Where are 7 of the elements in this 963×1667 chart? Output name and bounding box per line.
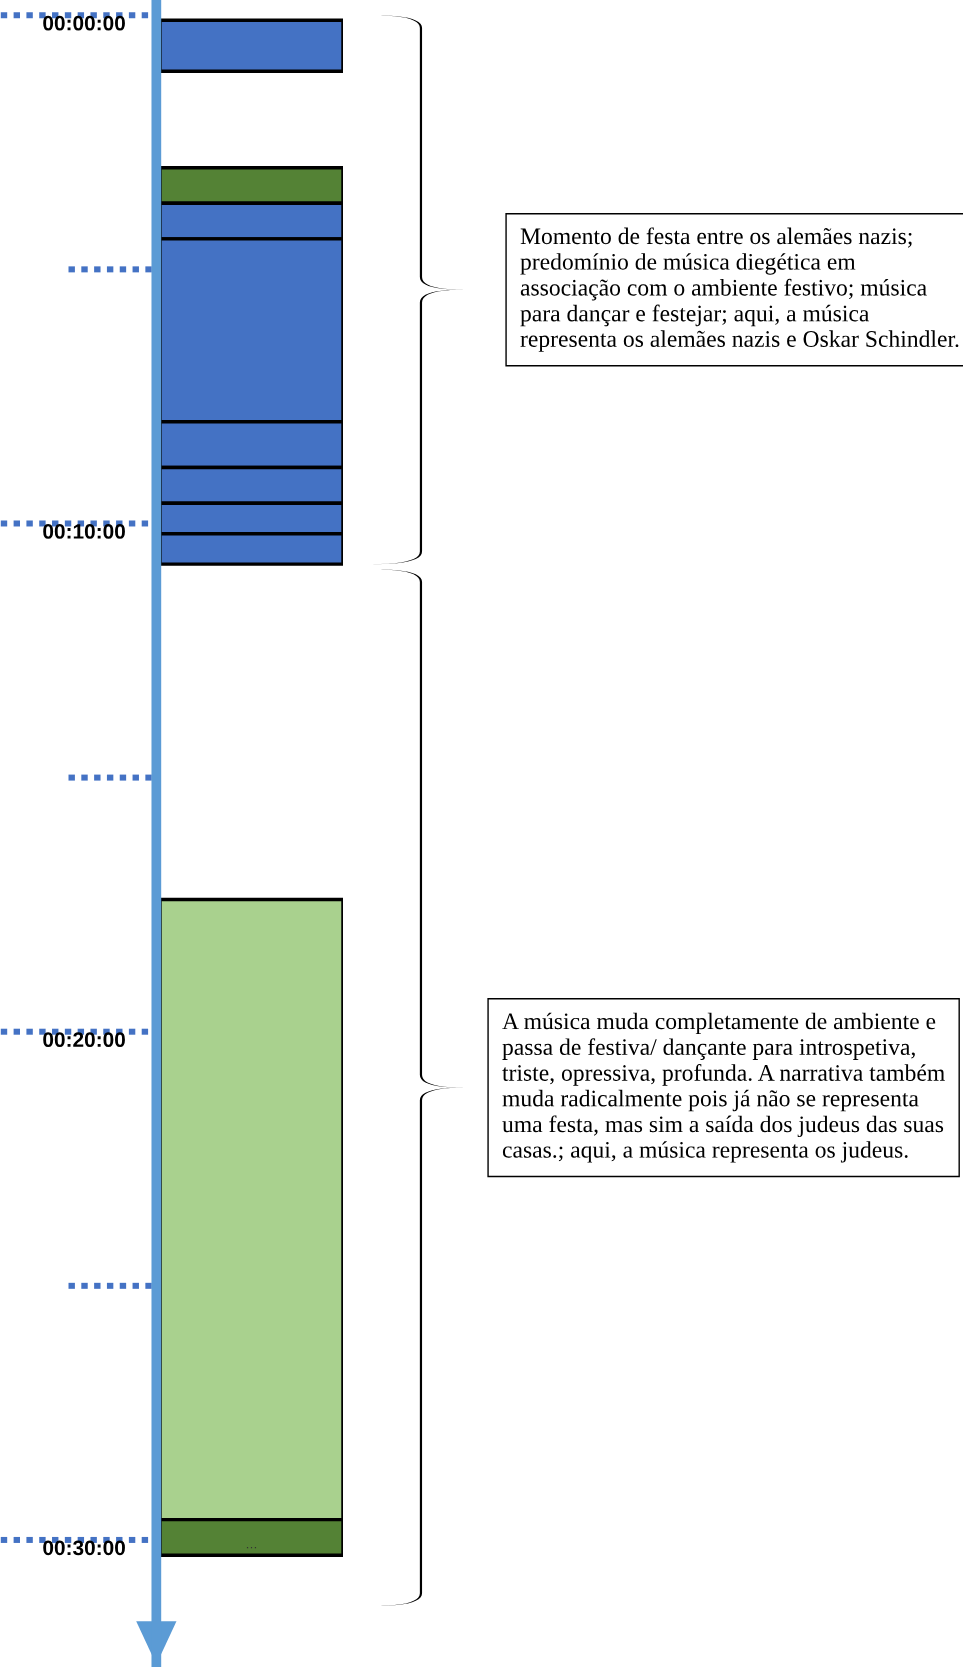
annotation: A música muda completamente de ambiente e passa de festiva/ dançante para introspetiva, triste, opressiva, profunda. A narrativa também muda radicalmente pois já não se representa uma festa, mas sim a saída dos judeus das suas casas.; aqui, a música representa os judeus. [502, 1012, 945, 1163]
annotation: Momento de festa entre os alemães nazis; predomínio de música diegética em associação com o ambiente festivo; música para dançar e festejar; aqui, a música representa os alemães nazis e Oskar Schindler. [520, 227, 959, 352]
y-tick-label: 00:20:00 [43, 1032, 125, 1048]
y-tick-label: 00:10:00 [43, 524, 125, 539]
annotation: … [246, 1546, 257, 1549]
y-tick-label: 00:30:00 [43, 1540, 125, 1556]
y-tick-label: 00:00:00 [43, 15, 125, 31]
